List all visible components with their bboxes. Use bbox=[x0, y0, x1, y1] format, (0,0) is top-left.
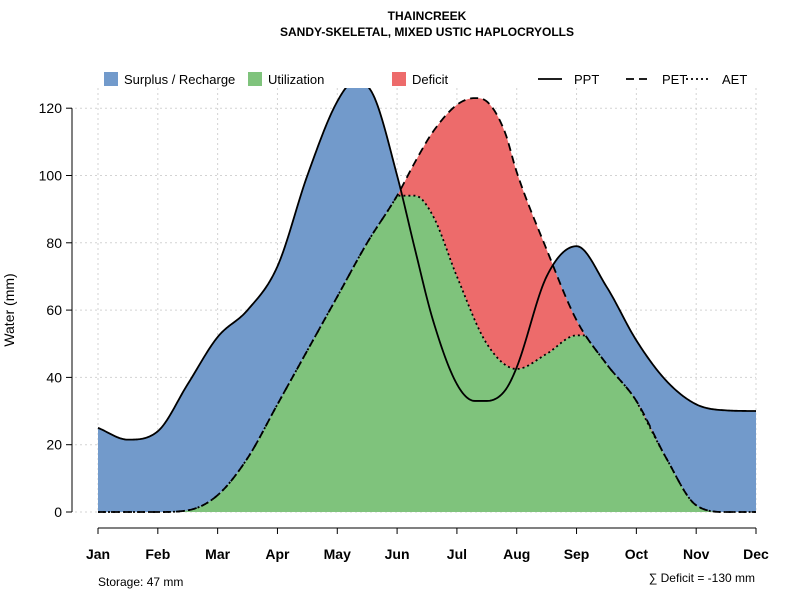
legend: Surplus / Recharge Utilization Deficit PPT P… bbox=[104, 72, 747, 87]
aet-line bbox=[98, 194, 756, 513]
legend-label-aet: AET bbox=[722, 72, 747, 87]
y-tick-label-40: 40 bbox=[46, 369, 62, 385]
y-tick-label-100: 100 bbox=[39, 167, 63, 183]
area-fills bbox=[98, 88, 756, 512]
x-tick-label-nov: Nov bbox=[683, 546, 710, 562]
legend-swatch-utilization bbox=[248, 72, 262, 86]
y-tick-label-80: 80 bbox=[46, 235, 62, 251]
x-tick-label-sep: Sep bbox=[564, 546, 590, 562]
chart-subtitle: SANDY-SKELETAL, MIXED USTIC HAPLOCRYOLLS bbox=[280, 25, 574, 39]
x-tick-label-apr: Apr bbox=[265, 546, 290, 562]
legend-swatch-surplus-recharge bbox=[104, 72, 118, 86]
x-tick-label-jan: Jan bbox=[86, 546, 110, 562]
x-tick-label-jul: Jul bbox=[447, 546, 467, 562]
legend-swatch-deficit bbox=[392, 72, 406, 86]
legend-label-utilization: Utilization bbox=[268, 72, 324, 87]
deficit-area-0 bbox=[398, 98, 586, 369]
x-tick-label-feb: Feb bbox=[145, 546, 170, 562]
x-tick-label-may: May bbox=[324, 546, 351, 562]
storage-note: Storage: 47 mm bbox=[98, 575, 183, 589]
deficit-note: ∑ Deficit = -130 mm bbox=[649, 571, 755, 585]
legend-label-surplus-recharge: Surplus / Recharge bbox=[124, 72, 235, 87]
y-axis-label: Water (mm) bbox=[1, 273, 17, 346]
legend-label-ppt: PPT bbox=[574, 72, 599, 87]
surplus-area-0 bbox=[98, 88, 401, 512]
x-tick-label-aug: Aug bbox=[503, 546, 530, 562]
axes: 0 20 40 60 80 100 120 Jan Feb Mar Apr May Jun Jul Aug S… bbox=[39, 100, 769, 562]
x-tick-label-dec: Dec bbox=[743, 546, 769, 562]
utilization-area-0 bbox=[159, 195, 725, 512]
chart-title: THAINCREEK bbox=[388, 9, 467, 23]
y-tick-label-120: 120 bbox=[39, 100, 63, 116]
y-tick-label-20: 20 bbox=[46, 437, 62, 453]
y-tick-label-60: 60 bbox=[46, 302, 62, 318]
legend-label-deficit: Deficit bbox=[412, 72, 449, 87]
x-tick-label-mar: Mar bbox=[205, 546, 230, 562]
x-tick-label-jun: Jun bbox=[385, 546, 410, 562]
series-lines bbox=[97, 88, 757, 513]
ppt-line bbox=[97, 88, 757, 441]
x-tick-label-oct: Oct bbox=[625, 546, 649, 562]
surplus-area-1 bbox=[554, 246, 756, 512]
deficit-area-1 bbox=[637, 403, 665, 456]
y-tick-label-0: 0 bbox=[54, 504, 62, 520]
legend-label-pet: PET bbox=[662, 72, 687, 87]
